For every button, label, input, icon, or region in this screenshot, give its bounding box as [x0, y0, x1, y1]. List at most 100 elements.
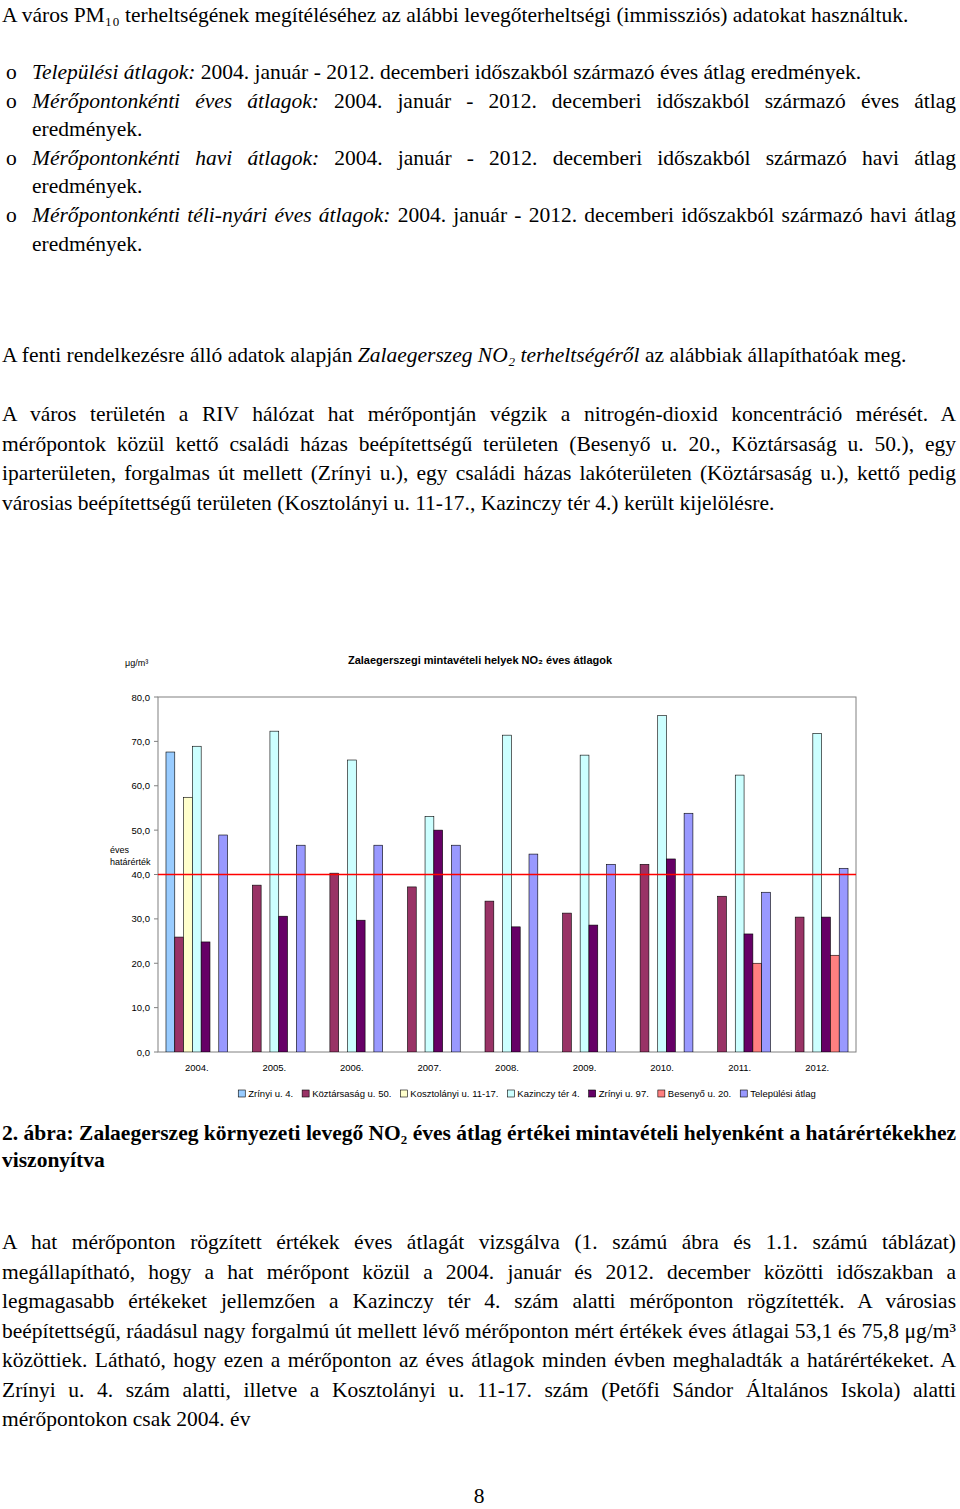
- y-tick-label: 0,0: [137, 1047, 150, 1058]
- bar: [753, 963, 762, 1052]
- page-number: 8: [2, 1482, 956, 1509]
- text-run: Mérőpontonkénti havi átlagok:: [32, 146, 319, 170]
- list-marker: o: [6, 144, 17, 173]
- legend-swatch: [302, 1090, 309, 1097]
- bars: [158, 716, 856, 1052]
- bar: [166, 752, 175, 1052]
- bar: [718, 896, 727, 1052]
- text-run: 2004. január - 2012. decemberi időszakbó…: [195, 60, 861, 84]
- paragraph: A hat mérőponton rögzített értékek éves …: [2, 1228, 956, 1435]
- text-run: A város PM₁₀ terheltségének megítéléséhe…: [2, 3, 908, 27]
- page: Zalaegerszegi mintavételi helyek NO₂ éve…: [0, 0, 960, 1509]
- text-run: az alábbiak állapíthatóak meg.: [640, 343, 907, 367]
- legend-label: Kosztolányi u. 11-17.: [410, 1088, 498, 1099]
- x-tick-label: 2004.: [185, 1062, 209, 1073]
- text-run: A hat mérőponton rögzített értékek éves …: [2, 1230, 956, 1431]
- x-tick-label: 2006.: [340, 1062, 364, 1073]
- annotation-line: határérték: [110, 857, 151, 867]
- x-tick-label: 2005.: [262, 1062, 286, 1073]
- y-tick-label: 10,0: [132, 1002, 151, 1013]
- bar: [839, 868, 848, 1052]
- list-item: o Települési átlagok: 2004. január - 2012…: [2, 58, 956, 87]
- bar: [511, 927, 520, 1052]
- list-marker: o: [6, 87, 17, 116]
- bar: [795, 917, 804, 1052]
- bar: [184, 797, 193, 1052]
- x-tick-label: 2010.: [650, 1062, 674, 1073]
- y-tick-label: 70,0: [132, 736, 151, 747]
- list-marker: o: [6, 201, 17, 230]
- y-tick: [154, 741, 158, 742]
- legend-label: Besenyő u. 20.: [668, 1088, 731, 1099]
- legend-label: Zrínyi u. 97.: [599, 1088, 649, 1099]
- bar: [192, 746, 201, 1052]
- list-item: oMérőpontonkénti éves átlagok: 2004. jan…: [2, 87, 956, 144]
- bar: [374, 845, 383, 1052]
- bar: [640, 864, 649, 1052]
- y-tick-label: 80,0: [132, 692, 151, 703]
- bar: [589, 925, 598, 1052]
- bar: [330, 873, 339, 1052]
- legend-label: Települési átlag: [750, 1088, 816, 1099]
- y-tick: [154, 785, 158, 786]
- bar: [684, 813, 693, 1052]
- paragraph: A fenti rendelkezésre álló adatok alapjá…: [2, 341, 956, 371]
- y-tick-label: 30,0: [132, 913, 151, 924]
- bar: [529, 854, 538, 1052]
- y-tick: [154, 963, 158, 964]
- bar: [296, 845, 305, 1052]
- bar: [503, 735, 512, 1052]
- x-tick-label: 2009.: [573, 1062, 597, 1073]
- legend-label: Kazinczy tér 4.: [517, 1088, 579, 1099]
- y-tick: [154, 1007, 158, 1008]
- bar: [822, 917, 831, 1052]
- text-run: Zalaegerszeg NO₂ terheltségéről: [358, 343, 640, 367]
- bar: [356, 920, 365, 1052]
- x-tick-label: 2011.: [728, 1062, 751, 1073]
- legend-swatch: [400, 1090, 407, 1097]
- bar: [451, 845, 460, 1052]
- bar: [252, 885, 261, 1052]
- chart-title: Zalaegerszegi mintavételi helyek NO₂ éve…: [348, 654, 613, 666]
- bar: [830, 955, 839, 1052]
- legend-label: Zrínyi u. 4.: [248, 1088, 293, 1099]
- list-item: oMérőpontonkénti havi átlagok: 2004. jan…: [2, 144, 956, 201]
- bar: [347, 760, 356, 1052]
- bar: [762, 892, 771, 1052]
- legend-swatch: [740, 1090, 747, 1097]
- bar: [425, 816, 434, 1052]
- bar: [201, 942, 210, 1052]
- bar: [434, 830, 443, 1052]
- text-run: A fenti rendelkezésre álló adatok alapjá…: [2, 343, 358, 367]
- bar: [279, 916, 288, 1052]
- bullet-list: o Települési átlagok: 2004. január - 2012…: [2, 58, 956, 258]
- paragraph: A város PM₁₀ terheltségének megítéléséhe…: [2, 1, 956, 31]
- figure-caption: 2. ábra: Zalaegerszeg környezeti levegő …: [2, 1120, 956, 1174]
- legend-label: Köztársaság u. 50.: [312, 1088, 391, 1099]
- annotation-line: éves: [110, 845, 130, 855]
- list-marker: o: [6, 58, 17, 87]
- x-tick-label: 2008.: [495, 1062, 519, 1073]
- y-tick: [154, 830, 158, 831]
- bar: [270, 731, 279, 1052]
- y-tick: [154, 874, 158, 875]
- bar: [219, 835, 228, 1052]
- bar: [658, 716, 667, 1052]
- bar: [667, 859, 676, 1052]
- bar: [735, 775, 744, 1052]
- annotation-label: éves határérték: [110, 845, 151, 867]
- text-run: Települési átlagok:: [32, 60, 195, 84]
- paragraph: A város területén a RIV hálózat hat mérő…: [2, 400, 956, 518]
- bar: [744, 934, 753, 1052]
- legend-swatch: [507, 1090, 514, 1097]
- bar: [813, 733, 822, 1052]
- y-axis-label: μg/m³: [125, 658, 148, 668]
- legend-swatch: [658, 1090, 665, 1097]
- bar: [563, 913, 572, 1052]
- limit-line: [158, 874, 856, 875]
- legend-swatch: [589, 1090, 596, 1097]
- bar: [485, 901, 494, 1052]
- text-run: A város területén a RIV hálózat hat mérő…: [2, 402, 956, 515]
- x-tick-label: 2007.: [418, 1062, 442, 1073]
- text-run: Mérőpontonkénti éves átlagok:: [32, 89, 319, 113]
